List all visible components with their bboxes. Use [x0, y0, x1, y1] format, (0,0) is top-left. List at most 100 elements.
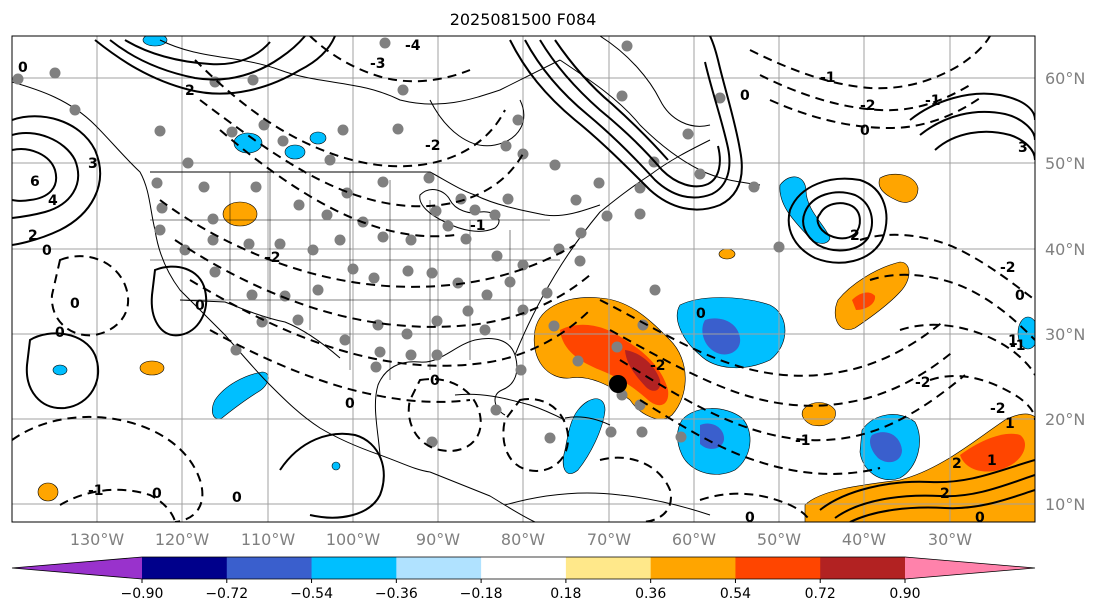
- station-dot: [490, 404, 502, 416]
- lon-label: 40°W: [842, 530, 886, 549]
- station-dot: [491, 250, 503, 262]
- map-area: -4 -3 -2 -2 -2 -2 -2 -2 -2 -1 -1 -1 -1 -…: [12, 36, 1035, 526]
- contour-positive-pacific-small: [25, 332, 100, 410]
- coast-hudson-bay: [429, 99, 525, 147]
- coast-greenland: [599, 36, 711, 127]
- contour-label: -2: [1000, 260, 1016, 276]
- station-dot: [452, 277, 464, 289]
- lat-label: 60°N: [1045, 69, 1085, 88]
- lon-label: 70°W: [587, 530, 631, 549]
- station-dot: [377, 231, 389, 243]
- station-dot: [616, 90, 628, 102]
- colorbar-tick-label: −0.72: [205, 586, 248, 602]
- station-dot: [481, 289, 493, 301]
- contours: [12, 36, 1035, 522]
- station-dot: [423, 172, 435, 184]
- contour-label: 0: [42, 243, 52, 259]
- station-dot: [69, 104, 81, 116]
- colorbar-segment: [142, 557, 228, 579]
- station-dot: [379, 37, 391, 49]
- colorbar-tick-label: 0.54: [720, 586, 751, 602]
- station-dot: [548, 320, 560, 332]
- colorbar-segment: [226, 557, 313, 579]
- colorbar-extend-min: [12, 557, 142, 579]
- lat-label: 40°N: [1045, 240, 1085, 259]
- station-dot: [574, 255, 586, 267]
- contour-label: 0: [740, 88, 750, 104]
- lon-label: 130°W: [70, 530, 125, 549]
- colorbar-segment: [735, 557, 821, 579]
- station-dot: [401, 328, 413, 340]
- lon-label: 50°W: [757, 530, 801, 549]
- colorbar-segment: [396, 557, 482, 579]
- station-dot: [682, 128, 694, 140]
- lon-label: 60°W: [672, 530, 716, 549]
- blue-anomaly-pacific: [52, 364, 68, 376]
- contour-label: 0: [975, 510, 985, 526]
- contour-positive-atlantic-high: [787, 177, 888, 264]
- contour-label: 0: [696, 306, 706, 322]
- colorbar-extend-max: [905, 557, 1035, 579]
- station-dot: [431, 315, 443, 327]
- station-dot: [541, 287, 553, 299]
- contour-label: 0: [195, 298, 205, 314]
- orange-anomaly-pacific2: [37, 482, 59, 502]
- storm-center-marker: [609, 375, 627, 393]
- lat-label: 10°N: [1045, 495, 1085, 514]
- station-dot: [347, 263, 359, 275]
- station-dot: [402, 265, 414, 277]
- orange-anomaly-atl-north: [718, 248, 736, 260]
- station-dot: [694, 168, 706, 180]
- colorbar: −0.90 −0.72 −0.54 −0.36 −0.18 0.18 0.36 0.54 0.7…: [11, 556, 1036, 602]
- contour-label: 2: [28, 228, 38, 244]
- station-dot: [517, 259, 529, 271]
- us-canada-border: [150, 171, 601, 217]
- station-dot: [675, 431, 687, 443]
- colorbar-tick-label: 0.18: [550, 586, 581, 602]
- colorbar-tick-label: 0.72: [805, 586, 836, 602]
- station-dot: [714, 92, 726, 104]
- station-dot: [460, 233, 472, 245]
- contour-labels: -4 -3 -2 -2 -2 -2 -2 -2 -2 -1 -1 -1 -1 -…: [18, 38, 1028, 526]
- lon-label: 110°W: [241, 530, 296, 549]
- contour-label: 0: [152, 486, 162, 502]
- contour-label: -2: [915, 375, 931, 391]
- station-dot: [489, 209, 501, 221]
- darkblue-anomaly-east-tropics: [870, 432, 902, 463]
- station-dot: [405, 349, 417, 361]
- lat-label: 30°N: [1045, 325, 1085, 344]
- contour-label: 0: [745, 510, 755, 526]
- contour-label: -2: [650, 358, 666, 374]
- station-dot: [198, 181, 210, 193]
- contour-label: 1: [987, 453, 997, 469]
- contour-positive-labrador-trough: [509, 36, 743, 211]
- contour-label: -1: [1010, 338, 1026, 354]
- station-dot: [544, 432, 556, 444]
- station-dot: [512, 114, 524, 126]
- coast-east-us: [514, 139, 711, 356]
- contour-label: 2: [185, 83, 195, 99]
- station-dot: [151, 177, 163, 189]
- station-dot: [515, 364, 527, 376]
- colorbar-segment: [311, 557, 397, 579]
- contour-label: 0: [18, 60, 28, 76]
- contour-positive-atlantic-north: [909, 92, 1035, 121]
- contour-label: 3: [88, 156, 98, 172]
- contour-label: 0: [70, 296, 80, 312]
- station-dot: [442, 220, 454, 232]
- contour-label: 1: [1008, 333, 1018, 349]
- contour-label: 0: [55, 325, 65, 341]
- station-dot: [312, 284, 324, 296]
- station-dot: [397, 84, 409, 96]
- colorbar-segment: [820, 557, 906, 579]
- colorbar-tick-label: 0.90: [889, 586, 920, 602]
- station-dot: [502, 193, 514, 205]
- contour-label: 0: [232, 490, 242, 506]
- station-markers: [12, 37, 785, 448]
- station-dot: [593, 177, 605, 189]
- blue-streak-mexico: [212, 371, 269, 420]
- station-dot: [392, 123, 404, 135]
- blue-streak-bahamas: [562, 398, 606, 474]
- coast-central-america: [429, 471, 536, 522]
